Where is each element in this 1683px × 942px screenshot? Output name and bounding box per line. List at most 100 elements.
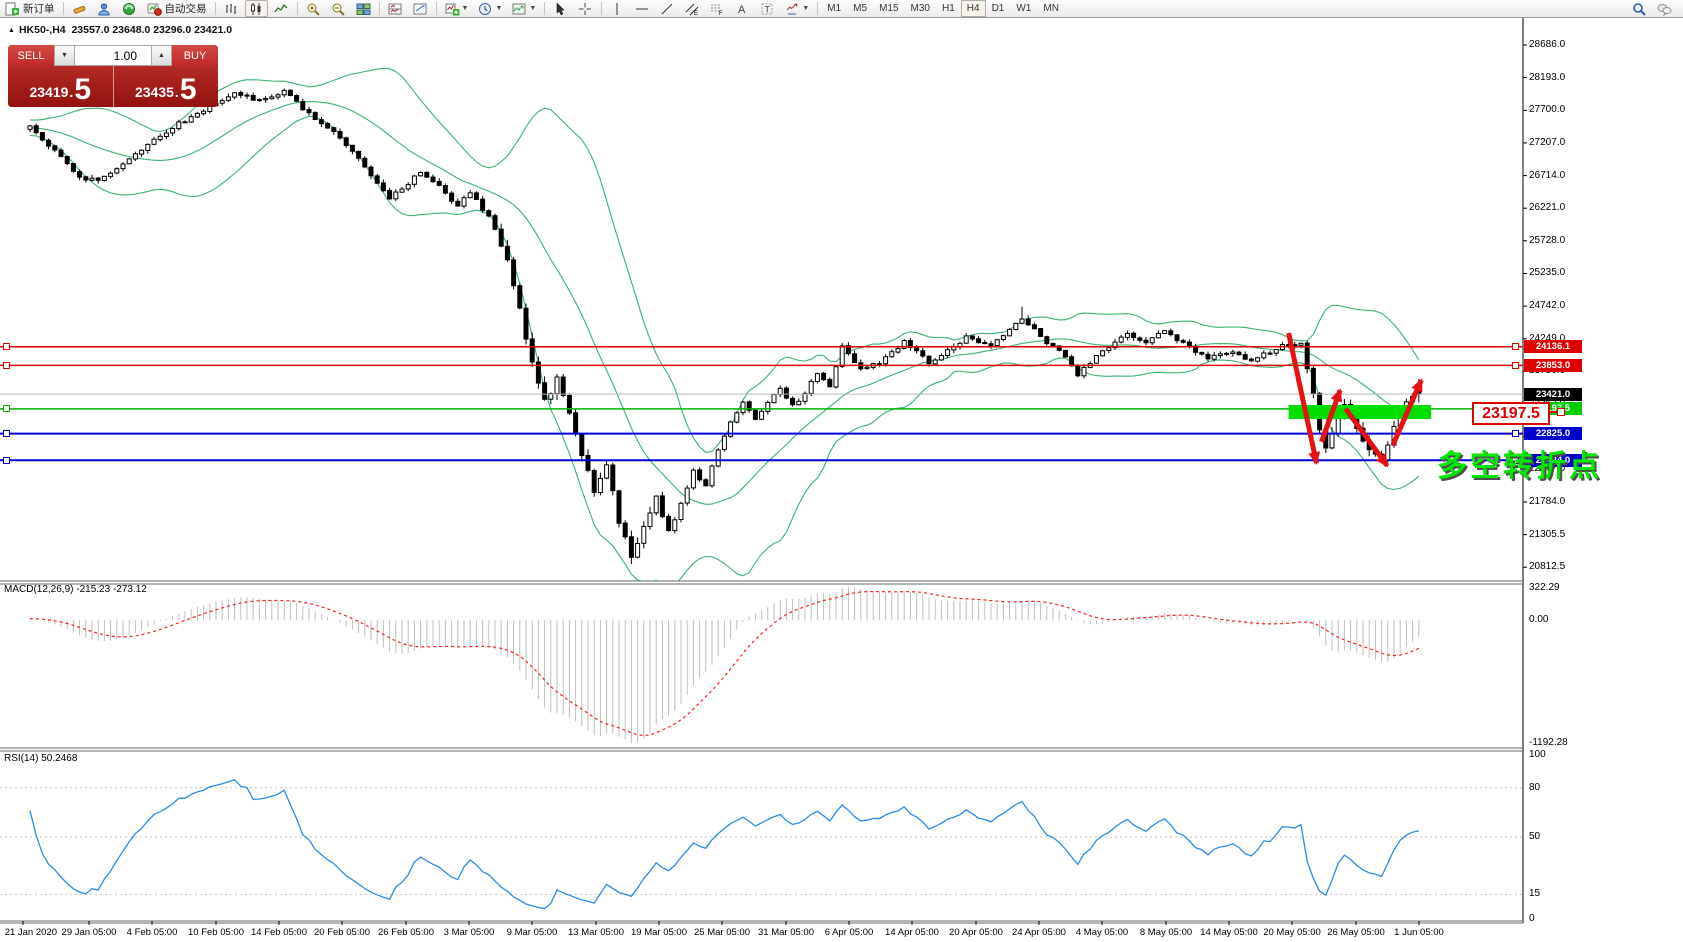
chat-icon bbox=[1657, 2, 1672, 16]
time-axis-label: 4 Feb 05:00 bbox=[126, 927, 178, 938]
sell-price-frac: 5 bbox=[74, 73, 91, 106]
chevron-down-icon[interactable]: ▼ bbox=[529, 5, 537, 12]
chevron-down-icon[interactable]: ▼ bbox=[802, 5, 810, 12]
rsi-pane[interactable] bbox=[0, 778, 1523, 910]
cursor-button[interactable] bbox=[549, 0, 572, 17]
label-button[interactable]: T bbox=[756, 0, 779, 17]
vline-icon bbox=[610, 2, 625, 16]
sell-price-button[interactable]: 23419. 5 bbox=[8, 66, 114, 107]
time-axis-label: 20 Feb 05:00 bbox=[314, 927, 370, 938]
text-button[interactable]: A bbox=[731, 0, 754, 17]
new-order-button-label: 新订单 bbox=[23, 3, 55, 15]
timeframe-d1-button[interactable]: D1 bbox=[991, 3, 1005, 14]
volume-increase-button[interactable]: ▲ bbox=[151, 45, 172, 66]
tile-windows-button[interactable] bbox=[352, 0, 375, 17]
template-button[interactable]: ▼ bbox=[508, 0, 540, 17]
macd-pane[interactable] bbox=[29, 587, 1420, 743]
collapse-panel-icon[interactable]: ▲ bbox=[8, 27, 15, 34]
zoom-in-button[interactable] bbox=[302, 0, 325, 17]
trendline-icon bbox=[660, 2, 675, 16]
fibo-button[interactable]: F bbox=[706, 0, 729, 17]
channel-button[interactable]: E bbox=[681, 0, 704, 17]
candle-chart-button[interactable] bbox=[244, 0, 268, 17]
main-price-pane[interactable] bbox=[0, 67, 1523, 586]
price-line-badge: 24136.1 bbox=[1524, 340, 1582, 354]
line-drag-handle[interactable] bbox=[1512, 430, 1519, 438]
profile-button[interactable] bbox=[93, 0, 116, 17]
clock-button[interactable]: ▼ bbox=[474, 0, 506, 17]
timeframe-h1-button[interactable]: H1 bbox=[941, 3, 955, 14]
toolbar-separator bbox=[817, 2, 819, 15]
toolbar-group bbox=[301, 0, 376, 17]
indicator-window-icon bbox=[388, 2, 403, 16]
autotrade-button[interactable]: 自动交易 bbox=[143, 0, 211, 17]
price-axis-tick: 20812.5 bbox=[1529, 561, 1566, 573]
line-drag-handle[interactable] bbox=[3, 343, 10, 351]
new-order-button[interactable]: 新订单 bbox=[1, 0, 59, 17]
line-chart-button[interactable] bbox=[270, 0, 293, 17]
trendline-button[interactable] bbox=[656, 0, 679, 17]
shapes-button[interactable]: ▼ bbox=[781, 0, 813, 17]
timeframe-m30-button[interactable]: M30 bbox=[910, 3, 930, 14]
zigzag-arrows[interactable] bbox=[1286, 332, 1424, 468]
price-axis-tick: 26221.0 bbox=[1529, 202, 1566, 214]
sell-button[interactable]: SELL bbox=[8, 45, 54, 66]
timeframe-h4-button[interactable]: H4 bbox=[960, 0, 986, 17]
crosshair-button[interactable] bbox=[574, 0, 597, 17]
chevron-down-icon[interactable]: ▼ bbox=[461, 5, 469, 12]
indicator-window-button[interactable] bbox=[384, 0, 407, 17]
hline-button[interactable] bbox=[631, 0, 654, 17]
vline-button[interactable] bbox=[606, 0, 629, 17]
signal-button[interactable] bbox=[118, 0, 141, 17]
object-window-button[interactable] bbox=[409, 0, 432, 17]
volume-decrease-button[interactable]: ▼ bbox=[54, 45, 75, 66]
line-drag-handle[interactable] bbox=[1512, 361, 1519, 369]
buy-price-button[interactable]: 23435. 5 bbox=[113, 66, 218, 107]
crosshair-icon bbox=[578, 2, 593, 16]
template-icon bbox=[512, 2, 527, 16]
add-indicator-icon bbox=[445, 2, 460, 16]
search-button[interactable] bbox=[1628, 0, 1651, 17]
add-indicator-button[interactable]: ▼ bbox=[441, 0, 473, 17]
line-drag-handle[interactable] bbox=[3, 361, 10, 369]
toolbar-separator bbox=[296, 2, 298, 15]
support-callout-connector bbox=[1550, 411, 1557, 413]
bar-chart-button[interactable] bbox=[220, 0, 243, 17]
rsi-indicator-label: RSI(14) 50.2468 bbox=[4, 753, 78, 764]
support-line-handle[interactable] bbox=[1557, 408, 1565, 416]
toolbar-separator bbox=[601, 2, 603, 15]
bull-bear-turning-point-note[interactable]: 多空转折点 bbox=[1437, 450, 1602, 483]
chat-button[interactable] bbox=[1653, 0, 1676, 17]
timeframe-w1-button[interactable]: W1 bbox=[1016, 3, 1032, 14]
toolbar-group: 新订单 bbox=[0, 0, 60, 17]
macd-axis-tick: -1192.28 bbox=[1529, 737, 1568, 748]
price-axis-tick: 27207.0 bbox=[1529, 136, 1566, 148]
macd-axis-tick: 0.00 bbox=[1529, 614, 1549, 626]
rsi-axis-tick: 80 bbox=[1529, 781, 1541, 793]
support-price-callout[interactable]: 23197.5 bbox=[1472, 402, 1550, 425]
chart-title: ▲ HK50-,H4 23557.0 23648.0 23296.0 23421.… bbox=[8, 24, 232, 36]
line-drag-handle[interactable] bbox=[3, 405, 10, 413]
price-axis-tick: 24742.0 bbox=[1529, 300, 1566, 312]
timeframe-m15-button[interactable]: M15 bbox=[879, 3, 899, 14]
timeframe-mn-button[interactable]: MN bbox=[1043, 3, 1059, 14]
line-drag-handle[interactable] bbox=[3, 456, 10, 464]
line-drag-handle[interactable] bbox=[3, 430, 10, 438]
time-axis-label: 29 Jan 05:00 bbox=[61, 927, 117, 938]
buy-button[interactable]: BUY bbox=[172, 45, 218, 66]
time-axis-label: 14 May 05:00 bbox=[1200, 927, 1258, 938]
crayon-button[interactable] bbox=[68, 0, 91, 17]
timeframe-m1-button[interactable]: M1 bbox=[827, 3, 842, 14]
price-axis-tick: 25235.0 bbox=[1529, 267, 1566, 279]
timeframe-m5-button[interactable]: M5 bbox=[853, 3, 868, 14]
chevron-down-icon[interactable]: ▼ bbox=[495, 5, 503, 12]
support-highlight-rect[interactable] bbox=[1288, 405, 1432, 419]
zoom-out-button[interactable] bbox=[327, 0, 350, 17]
line-drag-handle[interactable] bbox=[1512, 343, 1519, 351]
line-drag-handle[interactable] bbox=[1512, 456, 1519, 464]
time-axis-label: 6 Apr 05:00 bbox=[824, 927, 874, 938]
sell-price-int: 23419 bbox=[29, 84, 69, 100]
time-axis-label: 9 Mar 05:00 bbox=[506, 927, 558, 938]
volume-input[interactable]: 1.00 bbox=[75, 45, 151, 66]
